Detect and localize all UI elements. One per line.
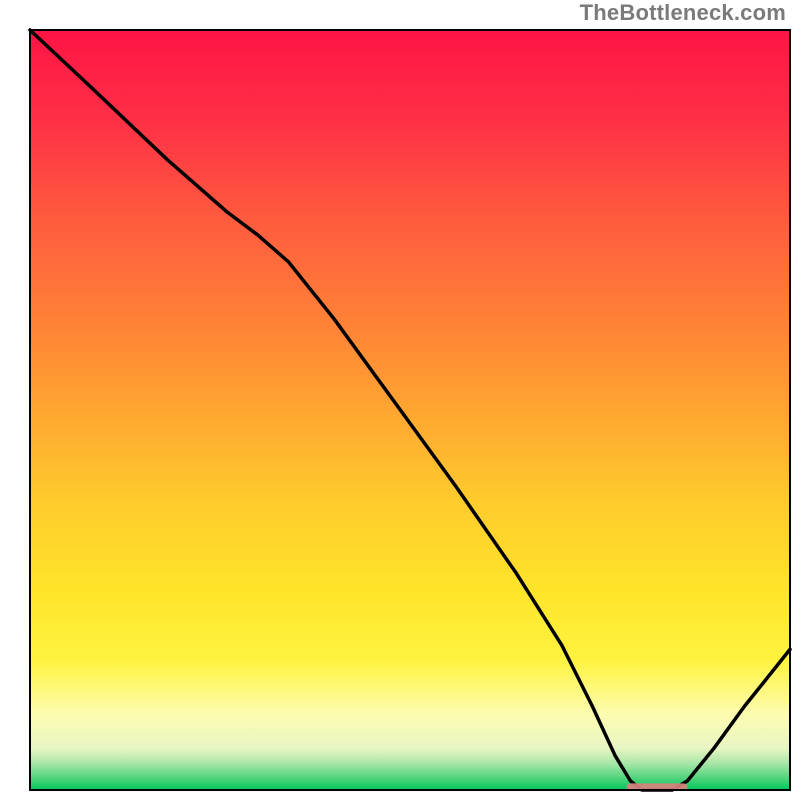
chart-svg bbox=[0, 0, 800, 800]
chart-frame: TheBottleneck.com bbox=[0, 0, 800, 800]
plot-area bbox=[30, 30, 790, 791]
plot-background bbox=[30, 30, 790, 790]
